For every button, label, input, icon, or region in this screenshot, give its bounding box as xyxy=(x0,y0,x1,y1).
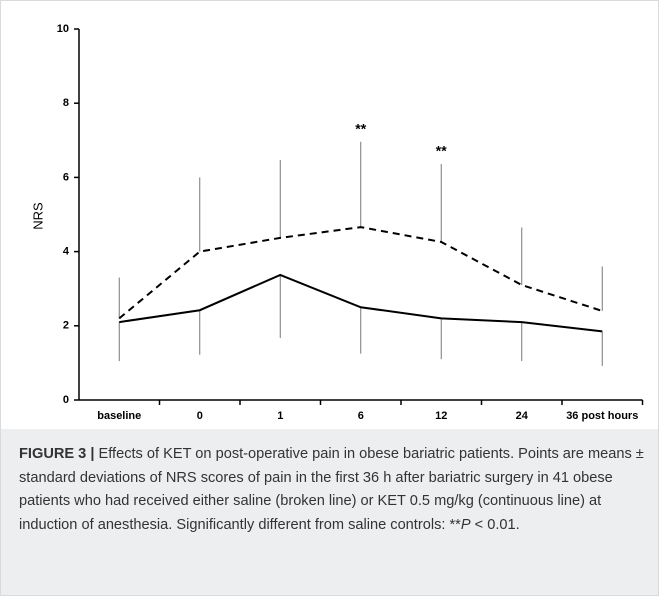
annotation: ** xyxy=(355,120,366,136)
series-line xyxy=(119,273,603,333)
x-tick-label: 1 xyxy=(277,410,283,422)
caption-label: FIGURE 3 | xyxy=(19,446,95,462)
x-tick-label: 0 xyxy=(197,410,203,422)
x-tick-label: 36 post hours xyxy=(566,410,638,422)
caption-italic: P xyxy=(460,516,471,533)
y-tick-label: 0 xyxy=(63,394,69,406)
x-tick-label: baseline xyxy=(97,410,141,422)
y-axis-label: NRS xyxy=(30,202,45,230)
x-tick-label: 24 xyxy=(516,410,529,422)
y-tick-label: 4 xyxy=(63,246,70,258)
x-tick-label: 12 xyxy=(435,410,447,422)
y-tick-label: 8 xyxy=(63,97,69,109)
series-line xyxy=(118,226,603,320)
caption-end: < 0.01. xyxy=(470,516,520,533)
caption-text: FIGURE 3 | Effects of KET on post-operat… xyxy=(19,443,649,537)
annotation: ** xyxy=(436,143,447,159)
caption: FIGURE 3 | Effects of KET on post-operat… xyxy=(1,429,658,595)
caption-body: Effects of KET on post-operative pain in… xyxy=(19,446,644,533)
y-tick-label: 6 xyxy=(63,171,69,183)
y-tick-label: 2 xyxy=(63,320,69,332)
y-tick-label: 10 xyxy=(57,23,69,35)
x-tick-label: 6 xyxy=(358,410,364,422)
